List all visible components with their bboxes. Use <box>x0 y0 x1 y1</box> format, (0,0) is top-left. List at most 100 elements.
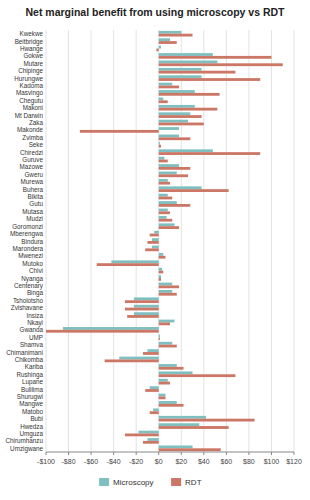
tick-label: $80 <box>243 458 255 465</box>
bar <box>159 426 229 429</box>
bar <box>159 271 164 274</box>
bar <box>159 379 168 382</box>
bar <box>159 201 177 204</box>
category-label: Murewa <box>21 178 44 185</box>
tick-label: -$20 <box>129 458 143 465</box>
category-label: Bindura <box>21 238 43 245</box>
bar <box>159 209 168 212</box>
axis-line <box>46 452 294 453</box>
bar <box>159 108 218 111</box>
bar <box>145 248 159 251</box>
category-label: Zvimba <box>22 134 43 141</box>
category-label: Guruve <box>22 156 43 163</box>
tick-label: $60 <box>221 458 233 465</box>
category-label: Mwenezi <box>18 252 43 259</box>
bar <box>80 130 159 133</box>
bar <box>159 364 177 367</box>
bar <box>134 312 159 315</box>
category-label: Mt Darwin <box>15 112 44 119</box>
bar <box>159 396 166 399</box>
category-label: Zvishavane <box>11 304 44 311</box>
bars <box>46 31 283 451</box>
bar <box>159 322 170 325</box>
bar <box>159 34 193 37</box>
bar <box>159 61 218 64</box>
bar <box>159 160 168 163</box>
bar <box>159 283 173 286</box>
bar <box>159 152 260 155</box>
bar <box>159 86 179 89</box>
bar <box>159 98 164 101</box>
category-label: Bubi <box>30 415 43 422</box>
category-label: Mutoko <box>22 260 43 267</box>
bar <box>125 308 159 311</box>
bar <box>105 359 159 362</box>
category-label: UMP <box>29 334 43 341</box>
bar <box>143 441 159 444</box>
bar <box>159 75 202 78</box>
category-label: Chivi <box>29 267 43 274</box>
tick-label: -$80 <box>62 458 76 465</box>
tick-label: $120 <box>286 458 302 465</box>
bar <box>159 112 191 115</box>
bar <box>159 275 161 278</box>
legend-swatch <box>171 478 181 486</box>
grid-line <box>294 30 295 452</box>
bar <box>159 226 179 229</box>
bar <box>159 334 160 337</box>
bar <box>159 90 195 93</box>
grid-line <box>226 30 227 452</box>
category-label: Chirumhanzu <box>6 437 44 444</box>
bar <box>159 204 191 207</box>
tick-label: -$100 <box>37 458 55 465</box>
category-label: Mazowe <box>20 163 44 170</box>
category-label: Gwanda <box>20 326 44 333</box>
bar <box>159 394 166 397</box>
bar <box>159 211 170 214</box>
category-label: Gutu <box>29 200 43 207</box>
x-axis: -$100-$80-$60-$40-$20$0$20$40$60$80$100$… <box>37 452 302 465</box>
bar <box>159 182 170 185</box>
bar <box>159 100 168 103</box>
bar <box>159 293 177 296</box>
tick-label: $20 <box>175 458 187 465</box>
bar <box>159 416 206 419</box>
bar <box>159 401 177 404</box>
bar <box>159 285 179 288</box>
bar <box>159 53 213 56</box>
bar <box>159 105 195 108</box>
bar <box>159 197 173 200</box>
category-label: Gokwe <box>23 52 43 59</box>
bar <box>159 290 173 293</box>
bar <box>125 433 159 436</box>
legend-swatch <box>99 478 109 486</box>
grid-line <box>68 30 69 452</box>
bar <box>159 115 202 118</box>
bar <box>147 438 158 441</box>
bar <box>159 345 177 348</box>
bar <box>159 68 202 71</box>
bar <box>159 423 200 426</box>
bar <box>159 56 272 59</box>
bar <box>147 349 158 352</box>
category-label: Matobo <box>22 408 44 415</box>
bar <box>159 164 179 167</box>
bar <box>159 123 204 126</box>
tick-label: $100 <box>264 458 280 465</box>
bar <box>159 419 255 422</box>
bar <box>159 93 220 96</box>
bar <box>138 431 158 434</box>
bar <box>159 127 179 130</box>
bar <box>159 371 193 374</box>
category-label: Goromonzi <box>12 223 43 230</box>
legend-label: Microscopy <box>113 478 153 487</box>
grid <box>46 30 294 452</box>
bar <box>159 41 177 44</box>
bar <box>159 404 184 407</box>
grid-line <box>91 30 92 452</box>
bar <box>159 137 191 140</box>
grid-line <box>113 30 114 452</box>
tick-label: -$40 <box>107 458 121 465</box>
bar <box>159 320 175 323</box>
category-label: Makonde <box>17 126 43 133</box>
